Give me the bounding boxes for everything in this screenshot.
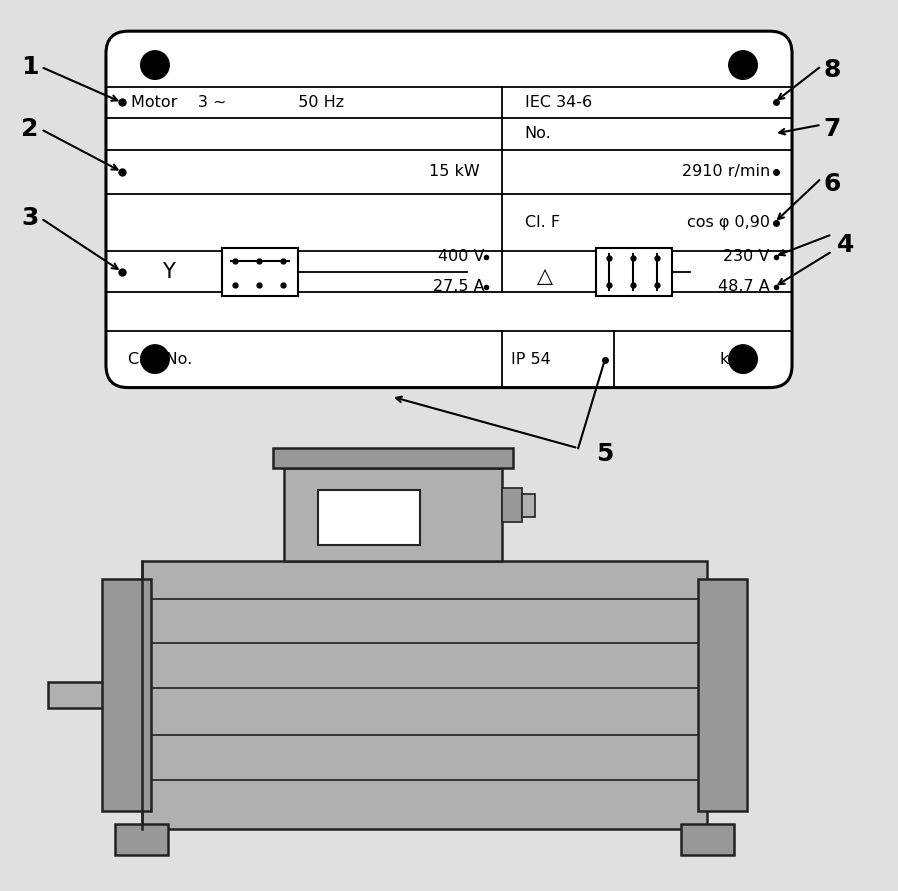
Bar — [142, 561, 708, 829]
Bar — [284, 468, 503, 561]
Circle shape — [141, 51, 169, 79]
Text: 27,5 A: 27,5 A — [433, 280, 485, 294]
Text: 400 V: 400 V — [438, 249, 485, 264]
FancyBboxPatch shape — [106, 31, 792, 388]
Text: IEC 34-6: IEC 34-6 — [524, 95, 592, 110]
Text: 4: 4 — [837, 233, 854, 257]
Bar — [222, 248, 297, 296]
Text: 1: 1 — [22, 55, 39, 78]
Bar — [522, 494, 534, 517]
Bar — [596, 248, 672, 296]
Text: Cl. F: Cl. F — [524, 216, 559, 230]
Circle shape — [729, 345, 757, 373]
Circle shape — [729, 51, 757, 79]
Text: 8: 8 — [823, 59, 841, 82]
Text: 2910 r/min: 2910 r/min — [682, 165, 770, 179]
Text: IP 54: IP 54 — [511, 352, 551, 367]
Text: kg: kg — [720, 352, 739, 367]
Bar — [274, 448, 513, 468]
Text: 15 kW: 15 kW — [429, 165, 480, 179]
Bar — [681, 824, 735, 855]
Bar — [101, 579, 151, 811]
Text: 2: 2 — [22, 118, 39, 141]
Text: 48,7 A: 48,7 A — [718, 280, 770, 294]
Text: 3: 3 — [22, 207, 39, 230]
Bar — [318, 490, 420, 545]
Text: cos φ 0,90: cos φ 0,90 — [687, 216, 770, 230]
Bar — [503, 488, 522, 522]
Text: No.: No. — [524, 127, 551, 141]
Text: Y: Y — [162, 262, 175, 282]
Text: Cat. No.: Cat. No. — [128, 352, 192, 367]
Text: 7: 7 — [823, 118, 841, 141]
Bar — [699, 579, 747, 811]
Text: 230 V: 230 V — [724, 249, 770, 264]
Text: △: △ — [537, 266, 553, 286]
Circle shape — [141, 345, 169, 373]
Bar — [48, 682, 110, 708]
Text: 6: 6 — [823, 173, 841, 196]
Text: 5: 5 — [596, 443, 613, 466]
Text: Motor    3 ~              50 Hz: Motor 3 ~ 50 Hz — [131, 95, 344, 110]
Bar — [115, 824, 168, 855]
